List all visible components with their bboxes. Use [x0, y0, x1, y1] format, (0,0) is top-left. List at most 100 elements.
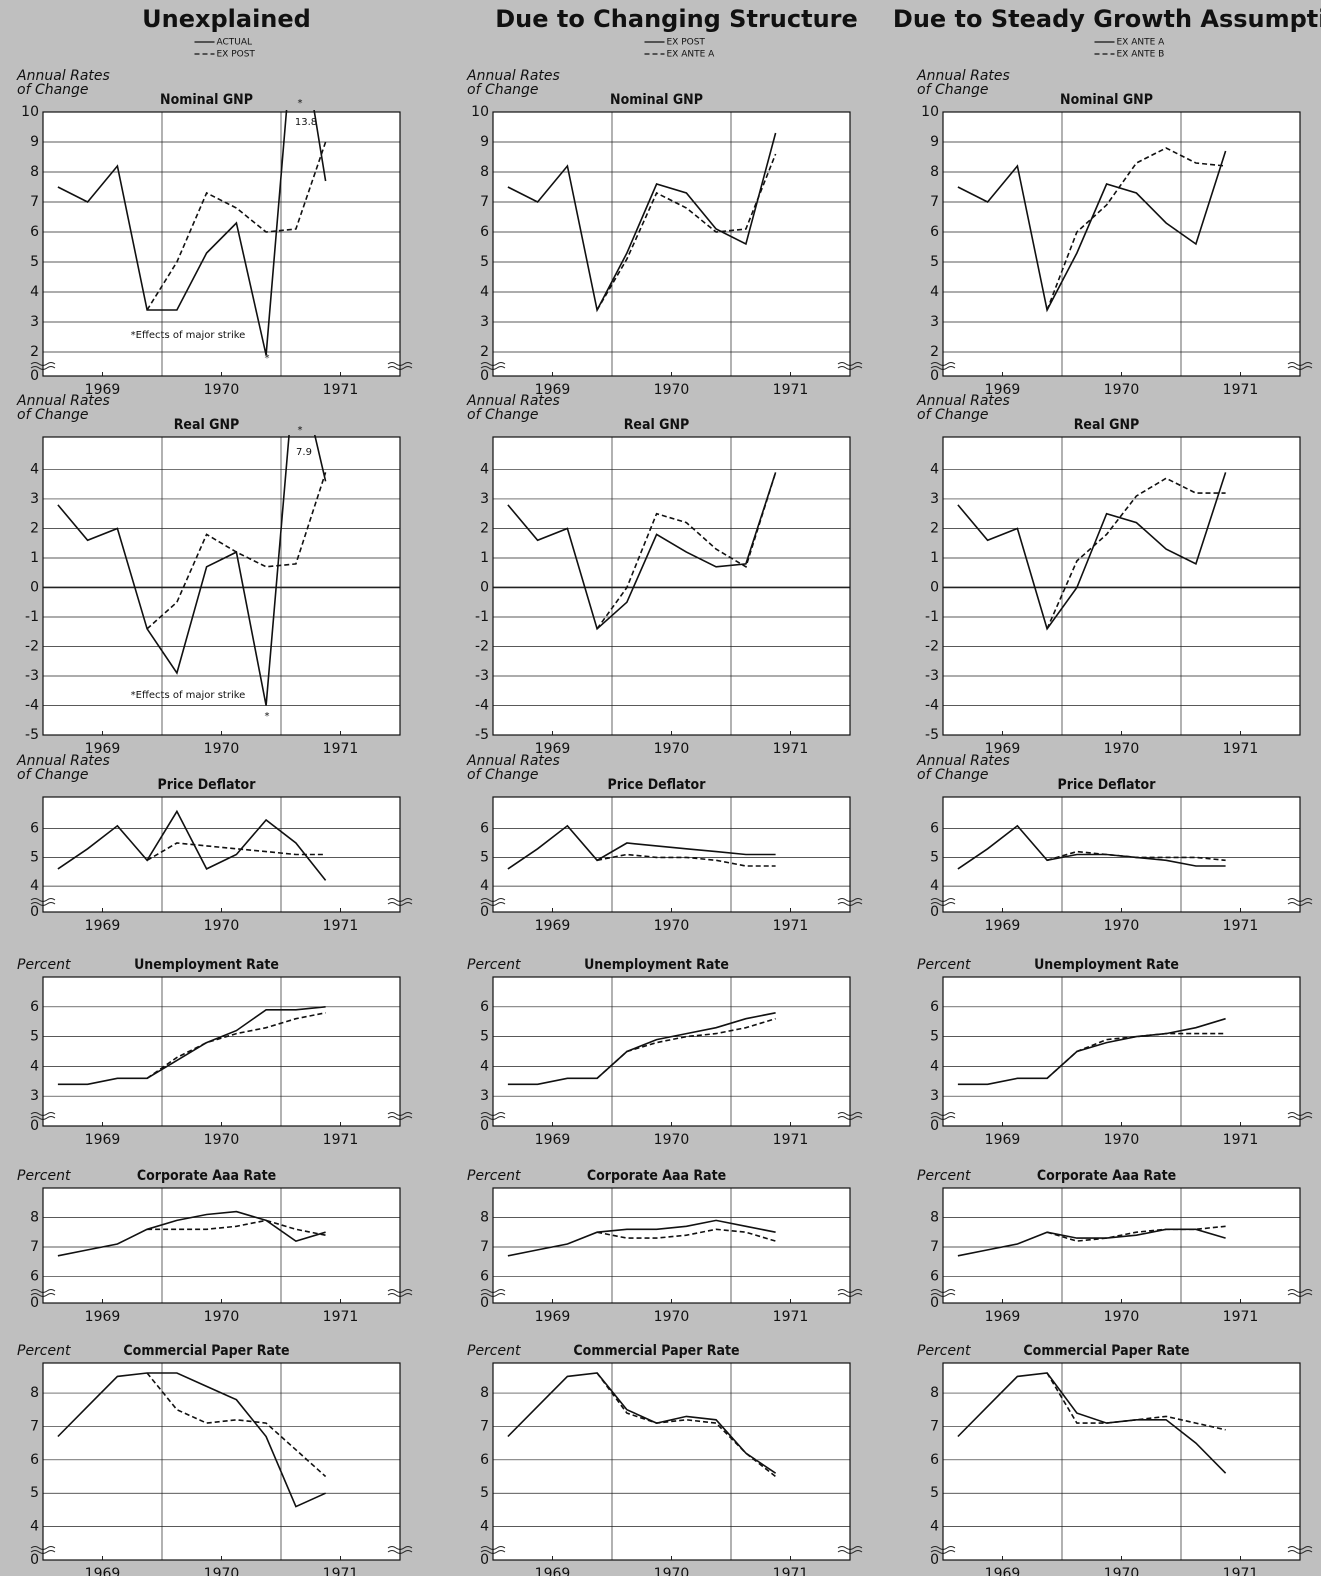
y-tick-label: 4	[480, 284, 489, 300]
y-tick-label: -5	[925, 727, 939, 743]
plot-area	[493, 1363, 850, 1560]
series-line	[146, 842, 326, 861]
y-tick-label: 6	[930, 1452, 939, 1468]
plot-border	[492, 1362, 851, 1561]
y-tick-label: 4	[930, 878, 939, 894]
y-tick-label: 7	[930, 1239, 939, 1255]
series-line	[957, 472, 1227, 631]
series-line	[146, 141, 327, 311]
chart-title: Commercial Paper Rate	[573, 1343, 739, 1359]
y-tick-label: 0	[30, 1295, 39, 1311]
x-tick-label: 1969	[535, 918, 571, 934]
y-tick-label: 5	[480, 1029, 489, 1045]
y-tick-label: 6	[30, 1452, 39, 1468]
chart-title: Real GNP	[624, 417, 690, 433]
x-tick-label: 1971	[323, 1132, 359, 1148]
x-tick-label: 1970	[1104, 1566, 1140, 1576]
plot-border	[492, 436, 851, 736]
y-axis-label: Annual Rates	[16, 393, 110, 409]
x-tick-label: 1971	[323, 382, 359, 398]
x-tick-label: 1969	[985, 1132, 1021, 1148]
y-tick-label: 5	[30, 1485, 39, 1501]
y-axis-label: Percent	[17, 957, 71, 973]
y-tick-label: 4	[480, 1058, 489, 1074]
y-tick-label: 0	[30, 904, 39, 920]
series-line	[1046, 1225, 1226, 1242]
series-line	[596, 1017, 776, 1079]
chart-title: Nominal GNP	[1060, 92, 1153, 108]
y-tick-label: 7	[930, 1418, 939, 1434]
y-tick-label: 0	[930, 1552, 939, 1568]
series-line	[507, 1219, 776, 1257]
legend-label: EX POST	[217, 50, 256, 60]
x-tick-label: 1969	[535, 1309, 571, 1325]
x-tick-label: 1971	[323, 918, 359, 934]
y-tick-label: 8	[30, 1209, 39, 1225]
y-axis-label: Annual Rates	[466, 753, 560, 769]
y-tick-label: 4	[480, 878, 489, 894]
y-tick-label: 5	[930, 1029, 939, 1045]
y-axis-label: Percent	[467, 957, 521, 973]
y-tick-label: -5	[25, 727, 39, 743]
plot-border	[492, 976, 851, 1127]
x-tick-label: 1969	[535, 1566, 571, 1576]
y-tick-label: 7	[30, 194, 39, 210]
series-line	[1046, 477, 1226, 630]
y-tick-label: 0	[480, 579, 489, 595]
x-tick-label: 1971	[323, 1309, 359, 1325]
y-tick-label: 7	[480, 1418, 489, 1434]
y-axis-label: Annual Rates	[466, 68, 560, 84]
y-tick-label: 6	[30, 224, 39, 240]
y-tick-label: 8	[30, 164, 39, 180]
x-tick-label: 1970	[204, 1566, 240, 1576]
y-tick-label: 1	[480, 550, 489, 566]
series-line	[147, 1219, 326, 1236]
y-tick-label: 5	[480, 254, 489, 270]
x-tick-label: 1970	[654, 1132, 690, 1148]
series-line	[507, 824, 776, 870]
y-tick-label: 4	[930, 1058, 939, 1074]
x-tick-label: 1970	[204, 382, 240, 398]
series-line	[57, 110, 327, 356]
y-tick-label: 0	[30, 1552, 39, 1568]
x-tick-label: 1971	[773, 1309, 809, 1325]
y-tick-label: 5	[30, 1029, 39, 1045]
y-tick-label: -5	[475, 727, 489, 743]
y-tick-label: 6	[30, 821, 39, 837]
plot-area	[943, 437, 1300, 735]
y-tick-label: -1	[475, 609, 489, 625]
y-axis-label: of Change	[467, 767, 539, 783]
y-tick-label: 6	[480, 224, 489, 240]
x-tick-label: 1969	[985, 1309, 1021, 1325]
y-tick-label: 6	[930, 224, 939, 240]
plot-border	[42, 976, 401, 1127]
y-axis-label: Annual Rates	[16, 753, 110, 769]
plot-area	[493, 1188, 850, 1303]
y-tick-label: 4	[480, 1519, 489, 1535]
y-tick-label: 0	[480, 1118, 489, 1134]
y-tick-label: 6	[480, 1268, 489, 1284]
plot-border	[942, 436, 1301, 736]
y-tick-label: 0	[930, 904, 939, 920]
y-tick-label: 6	[30, 1268, 39, 1284]
x-tick-label: 1970	[204, 1132, 240, 1148]
y-tick-label: 2	[930, 344, 939, 360]
y-axis-label: of Change	[467, 407, 539, 423]
y-tick-label: 5	[30, 849, 39, 865]
x-tick-label: 1971	[1223, 1309, 1259, 1325]
x-tick-label: 1969	[985, 741, 1021, 757]
x-tick-label: 1971	[773, 1566, 809, 1576]
x-tick-label: 1969	[85, 741, 121, 757]
y-tick-label: 2	[480, 344, 489, 360]
x-tick-label: 1971	[323, 1566, 359, 1576]
x-tick-label: 1970	[1104, 918, 1140, 934]
legend-label: EX POST	[667, 38, 706, 48]
y-tick-label: 9	[30, 134, 39, 150]
chart-title: Corporate Aaa Rate	[1037, 1168, 1176, 1184]
series-line	[146, 1012, 326, 1079]
plot-area	[493, 112, 850, 376]
y-tick-label: 6	[480, 821, 489, 837]
series-line	[596, 472, 777, 630]
series-line	[57, 1210, 326, 1257]
